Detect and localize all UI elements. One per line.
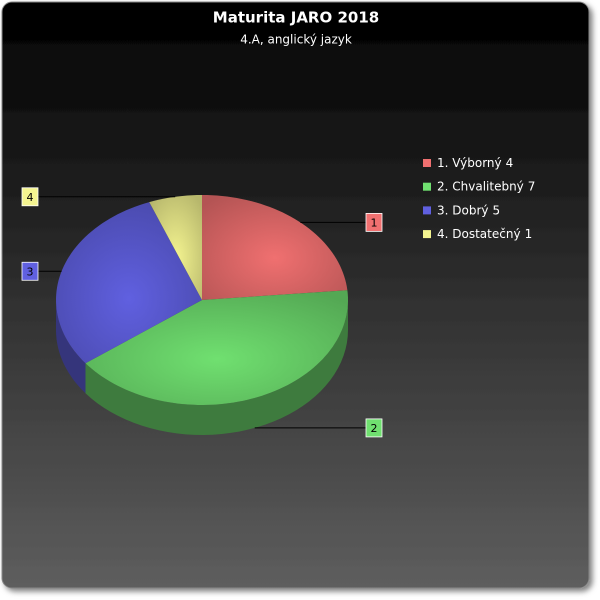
slice [202, 195, 348, 300]
legend-label: 1. Výborný 4 [437, 156, 513, 170]
legend-swatch [423, 159, 431, 167]
legend-value: 4 [506, 156, 514, 170]
legend-label: 2. Chvalitebný 7 [437, 179, 535, 193]
slice-label: 1 [371, 216, 378, 229]
chart-subtitle: 4.A, anglický jazyk [240, 33, 352, 47]
legend-name: 1. Výborný [437, 156, 502, 170]
legend-name: 2. Chvalitebný [437, 179, 524, 193]
legend-name: 4. Dostatečný [437, 227, 521, 241]
label-box [365, 213, 383, 232]
slice-label: 4 [27, 191, 34, 204]
label-box [21, 187, 39, 207]
chart-title: Maturita JARO 2018 [213, 9, 379, 27]
slice [85, 290, 348, 405]
legend-swatch [423, 230, 431, 239]
legend-swatch [423, 206, 431, 215]
slice [149, 195, 202, 300]
slice-label: 2 [371, 422, 378, 435]
legend-name: 3. Dobrý [437, 203, 489, 217]
label-box [365, 418, 383, 438]
slice-side [85, 300, 348, 435]
slice [56, 202, 202, 364]
slice-side [56, 300, 86, 394]
legend-label: 4. Dostatečný 1 [437, 227, 532, 241]
legend-value: 5 [493, 203, 501, 217]
slice-label: 3 [27, 265, 34, 278]
label-box [21, 261, 39, 281]
legend-value: 7 [528, 179, 536, 193]
legend-label: 3. Dobrý 5 [437, 203, 500, 217]
legend-swatch [423, 182, 431, 191]
legend-value: 1 [525, 227, 533, 241]
